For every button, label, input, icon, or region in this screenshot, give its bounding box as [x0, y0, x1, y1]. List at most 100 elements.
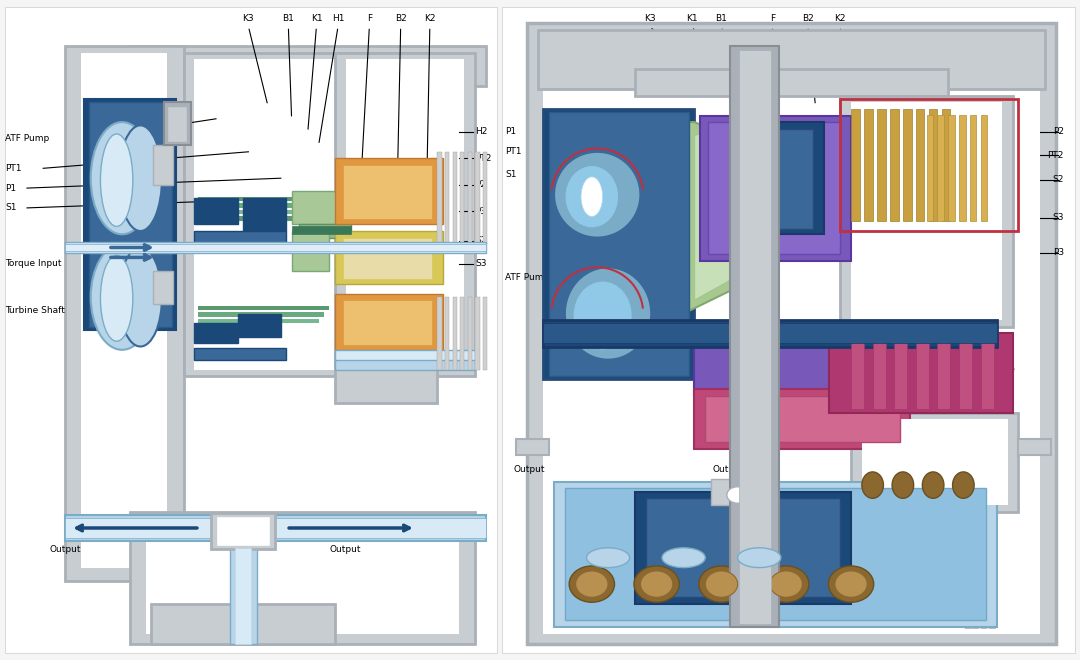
- Bar: [153, 145, 173, 185]
- Text: S2: S2: [1052, 175, 1064, 184]
- Bar: [554, 482, 997, 627]
- Bar: [694, 389, 910, 449]
- Bar: [475, 297, 480, 370]
- Bar: [235, 548, 251, 644]
- Bar: [335, 53, 475, 376]
- Bar: [937, 338, 950, 409]
- Bar: [65, 515, 486, 541]
- Text: F: F: [367, 14, 372, 23]
- Bar: [151, 604, 335, 643]
- Bar: [468, 297, 472, 370]
- Bar: [194, 348, 286, 360]
- Bar: [343, 165, 432, 219]
- Ellipse shape: [892, 472, 914, 498]
- Text: P: P: [799, 568, 806, 578]
- Bar: [916, 109, 924, 221]
- Bar: [927, 115, 933, 221]
- Ellipse shape: [640, 571, 673, 597]
- Bar: [167, 106, 187, 142]
- Bar: [346, 59, 464, 370]
- Bar: [851, 102, 1002, 320]
- Text: B2: B2: [395, 14, 406, 23]
- Bar: [862, 419, 1008, 505]
- Ellipse shape: [581, 177, 603, 216]
- Text: B2: B2: [802, 14, 813, 23]
- Text: K3: K3: [243, 14, 254, 23]
- Ellipse shape: [576, 571, 608, 597]
- Text: P1: P1: [5, 183, 16, 193]
- Bar: [194, 323, 238, 343]
- Bar: [453, 297, 457, 370]
- Text: F: F: [770, 14, 774, 23]
- Text: Intermediate Drive: Intermediate Drive: [929, 365, 1015, 374]
- Text: B1: B1: [716, 14, 727, 23]
- Bar: [65, 518, 486, 538]
- Ellipse shape: [91, 244, 153, 350]
- Text: Sun: Sun: [840, 548, 859, 558]
- Bar: [981, 115, 987, 221]
- Text: K2: K2: [835, 14, 846, 23]
- Bar: [730, 46, 779, 627]
- Text: K: K: [799, 508, 806, 518]
- Bar: [929, 109, 937, 221]
- Text: P1: P1: [505, 127, 516, 137]
- Text: S3: S3: [1052, 213, 1064, 222]
- Text: K1: K1: [311, 14, 322, 23]
- Bar: [335, 350, 475, 363]
- Bar: [437, 297, 442, 370]
- Text: PT1: PT1: [505, 147, 522, 156]
- Bar: [538, 30, 1045, 89]
- Ellipse shape: [835, 571, 867, 597]
- Bar: [864, 109, 873, 221]
- Bar: [890, 109, 899, 221]
- Bar: [335, 231, 443, 284]
- Bar: [549, 112, 689, 376]
- Bar: [453, 152, 457, 244]
- Bar: [829, 333, 1013, 412]
- Bar: [483, 152, 487, 244]
- Text: Multi-disc Brake: Multi-disc Brake: [840, 528, 918, 538]
- Text: Output: Output: [713, 465, 744, 475]
- Ellipse shape: [565, 165, 619, 228]
- Bar: [694, 340, 883, 393]
- Text: =: =: [826, 568, 835, 578]
- Text: =: =: [826, 548, 835, 558]
- Bar: [873, 338, 886, 409]
- Ellipse shape: [699, 566, 744, 602]
- Bar: [942, 109, 950, 221]
- Bar: [527, 23, 1056, 644]
- Bar: [981, 338, 994, 409]
- Bar: [1018, 439, 1051, 455]
- Bar: [460, 297, 464, 370]
- Ellipse shape: [100, 134, 133, 226]
- Bar: [445, 297, 449, 370]
- Text: S1: S1: [505, 170, 517, 180]
- Bar: [700, 115, 851, 261]
- Text: S2: S2: [475, 236, 487, 246]
- Bar: [335, 294, 443, 350]
- Bar: [516, 439, 549, 455]
- Text: K2: K2: [424, 14, 435, 23]
- Ellipse shape: [953, 472, 974, 498]
- Text: Planet Carrier: Planet Carrier: [840, 587, 907, 597]
- Bar: [5, 7, 497, 653]
- Bar: [894, 338, 907, 409]
- Bar: [851, 338, 864, 409]
- Bar: [65, 242, 486, 253]
- Bar: [565, 488, 986, 620]
- Bar: [903, 109, 912, 221]
- Ellipse shape: [119, 248, 162, 346]
- Ellipse shape: [764, 566, 809, 602]
- Text: =: =: [826, 508, 835, 518]
- Bar: [460, 152, 464, 244]
- Bar: [916, 338, 929, 409]
- Bar: [198, 197, 335, 201]
- Ellipse shape: [119, 125, 162, 231]
- Text: F: F: [799, 607, 805, 617]
- Text: =: =: [826, 607, 835, 617]
- Bar: [65, 244, 486, 251]
- Ellipse shape: [770, 571, 802, 597]
- Bar: [243, 198, 286, 231]
- Bar: [502, 7, 1075, 653]
- Bar: [130, 46, 486, 86]
